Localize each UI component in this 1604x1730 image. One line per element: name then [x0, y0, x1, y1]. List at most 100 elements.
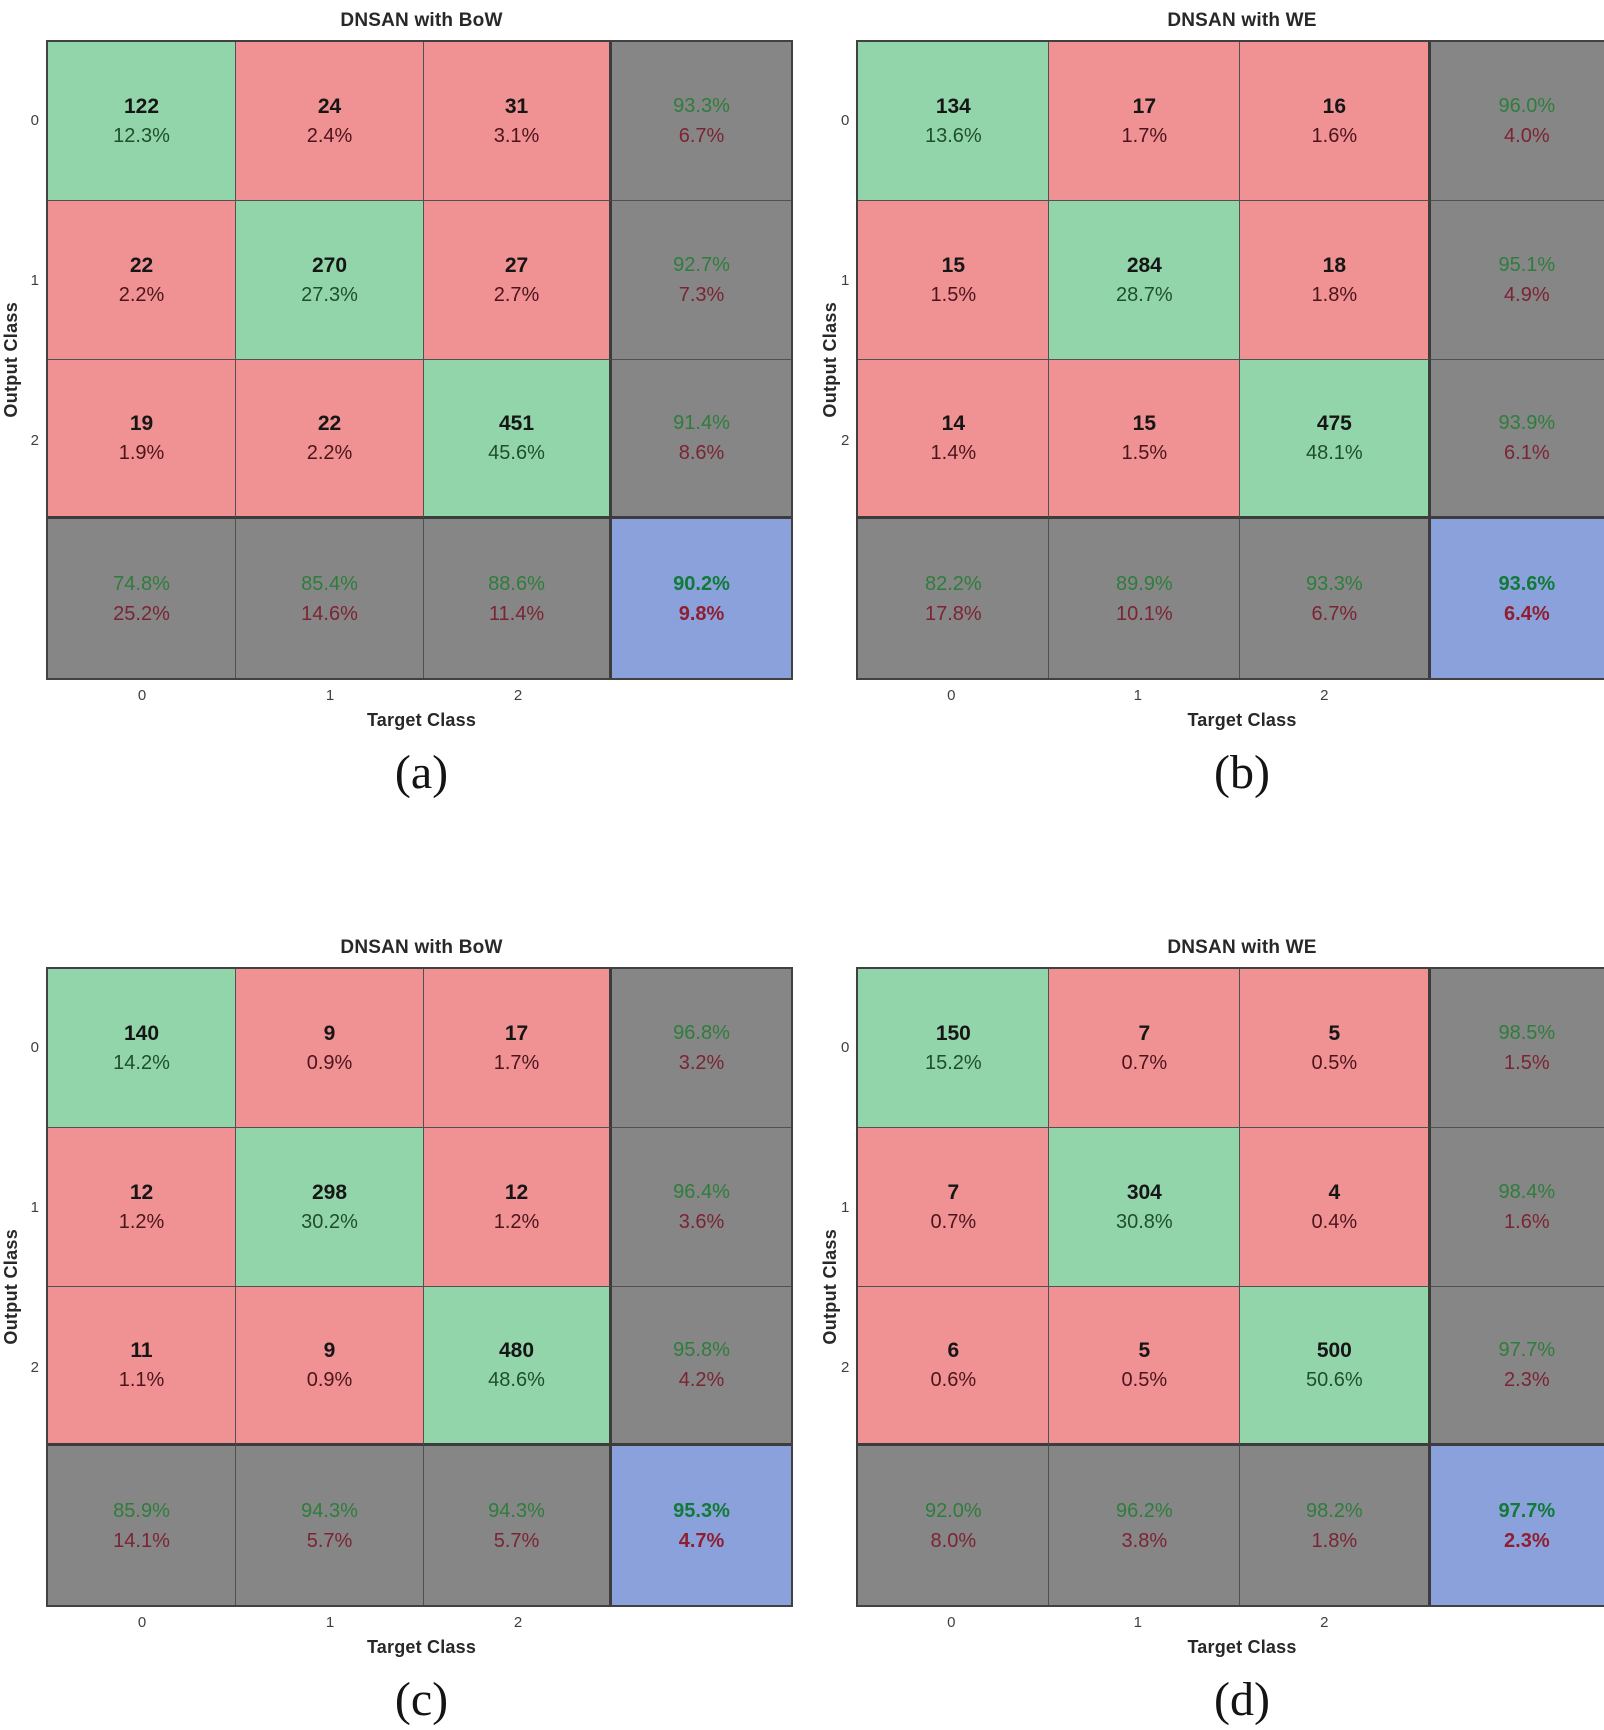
cell-count: 31 — [504, 94, 529, 118]
cell-percent: 1.1% — [118, 1369, 165, 1392]
error-rate: 5.7% — [493, 1529, 540, 1552]
panel-title: DNSAN with WE — [1167, 10, 1317, 31]
cell-percent: 1.2% — [493, 1211, 540, 1234]
success-rate: 85.4% — [301, 572, 358, 595]
error-rate: 1.6% — [1504, 1211, 1550, 1233]
cell-count: 140 — [123, 1021, 160, 1045]
x-tick-label: 0 — [947, 1613, 956, 1631]
matrix-cell: 298 30.2% — [236, 1128, 424, 1287]
y-axis-label: Output Class — [820, 1229, 840, 1345]
row-summary-cell: 98.5% 1.5% — [1431, 969, 1604, 1128]
matrix-cell: 16 1.6% — [1240, 42, 1432, 201]
error-rate: 10.1% — [1115, 602, 1173, 625]
overall-accuracy-cell: 90.2% 9.8% — [612, 519, 791, 678]
cell-percent: 2.2% — [118, 284, 165, 307]
row-summary-cell: 93.3% 6.7% — [612, 42, 791, 201]
cell-percent: 0.9% — [306, 1052, 353, 1075]
row-summary-cell: 93.9% 6.1% — [1431, 360, 1604, 519]
overall-accuracy-cell: 93.6% 6.4% — [1431, 519, 1604, 678]
error-rate: 6.7% — [1311, 602, 1358, 625]
row-summary-cell: 92.7% 7.3% — [612, 201, 791, 360]
x-tick-label: 1 — [325, 686, 335, 704]
y-tick-label: 0 — [30, 1038, 39, 1056]
success-rate: 94.3% — [488, 1499, 545, 1522]
matrix-cell: 22 2.2% — [48, 201, 236, 360]
cell-count: 500 — [1316, 1338, 1352, 1362]
cell-percent: 15.2% — [924, 1052, 982, 1075]
success-rate: 98.4% — [1498, 1181, 1556, 1203]
error-rate: 1.8% — [1311, 1529, 1358, 1552]
cell-count: 27 — [504, 253, 529, 277]
matrix-cell: 5 0.5% — [1049, 1287, 1241, 1446]
success-rate: 89.9% — [1115, 572, 1173, 595]
col-summary-cell: 93.3% 6.7% — [1240, 519, 1432, 678]
x-tick-label: 2 — [1320, 686, 1329, 704]
subfigure-caption: (a) — [394, 746, 449, 799]
cell-percent: 48.1% — [1305, 442, 1363, 465]
cell-count: 24 — [317, 94, 342, 118]
cell-percent: 0.7% — [930, 1211, 977, 1234]
matrix-cell: 480 48.6% — [424, 1287, 612, 1446]
y-tick-labels: 0 1 2 — [841, 40, 856, 680]
x-tick-label: 0 — [137, 1613, 147, 1631]
error-rate: 1.5% — [1504, 1052, 1550, 1074]
x-tick-label: 1 — [1133, 686, 1142, 704]
matrix-cell: 17 1.7% — [424, 969, 612, 1128]
cell-count: 18 — [1322, 253, 1347, 277]
success-rate: 97.7% — [1498, 1339, 1556, 1361]
matrix-cell: 31 3.1% — [424, 42, 612, 201]
cell-count: 22 — [129, 253, 154, 277]
confusion-matrix: 134 13.6% 17 1.7% 16 1.6% 96.0% 4.0% 15 1.5% 284 28… — [856, 40, 1604, 680]
error-rate: 6.1% — [1504, 442, 1550, 464]
matrix-cell: 18 1.8% — [1240, 201, 1432, 360]
x-tick-label: 0 — [137, 686, 147, 704]
matrix-cell: 6 0.6% — [858, 1287, 1050, 1446]
matrix-cell: 122 12.3% — [48, 42, 236, 201]
x-tick-label: 2 — [1320, 1613, 1329, 1631]
cell-count: 150 — [935, 1021, 971, 1045]
x-axis-label: Target Class — [366, 1637, 477, 1657]
y-tick-label: 2 — [841, 431, 850, 449]
cell-count: 122 — [123, 94, 160, 118]
x-tick-labels: 0 1 2 — [820, 680, 1604, 710]
panel-title: DNSAN with BoW — [340, 10, 503, 31]
cell-percent: 2.4% — [306, 125, 353, 148]
y-tick-label: 2 — [30, 1358, 39, 1376]
cell-count: 304 — [1126, 1180, 1162, 1204]
success-rate: 93.3% — [1305, 572, 1363, 595]
cell-percent: 0.5% — [1311, 1052, 1358, 1075]
error-rate: 5.7% — [306, 1529, 353, 1552]
y-tick-label: 1 — [30, 1198, 39, 1216]
cell-percent: 1.8% — [1311, 284, 1358, 307]
cell-count: 11 — [130, 1338, 153, 1362]
error-rate: 3.8% — [1121, 1529, 1168, 1552]
success-rate: 93.9% — [1498, 412, 1556, 434]
success-rate: 97.7% — [1498, 1499, 1556, 1522]
error-rate: 7.3% — [678, 284, 725, 306]
cell-percent: 0.7% — [1121, 1052, 1168, 1075]
cell-percent: 3.1% — [493, 125, 540, 148]
x-axis-label: Target Class — [1187, 710, 1297, 730]
plot-area: Output Class 0 1 2 134 13.6% 17 1.7% 16 1.6% 96.… — [820, 40, 1604, 680]
matrix-cell: 284 28.7% — [1049, 201, 1241, 360]
error-rate: 3.2% — [678, 1052, 725, 1074]
cell-count: 14 — [941, 411, 966, 435]
cell-percent: 28.7% — [1115, 284, 1173, 307]
cell-count: 22 — [317, 411, 342, 435]
error-rate: 4.0% — [1504, 125, 1550, 147]
error-rate: 2.3% — [1504, 1529, 1550, 1552]
cell-count: 4 — [1328, 1180, 1341, 1204]
success-rate: 98.5% — [1498, 1022, 1556, 1044]
matrix-cell: 451 45.6% — [424, 360, 612, 519]
cell-count: 12 — [504, 1180, 529, 1204]
confusion-matrix: 150 15.2% 7 0.7% 5 0.5% 98.5% 1.5% 7 0.7% 304 30.8%… — [856, 967, 1604, 1607]
matrix-cell: 24 2.4% — [236, 42, 424, 201]
matrix-cell: 150 15.2% — [858, 969, 1050, 1128]
error-rate: 8.0% — [930, 1529, 977, 1552]
error-rate: 2.3% — [1504, 1369, 1550, 1391]
x-tick-label: 1 — [1133, 1613, 1142, 1631]
